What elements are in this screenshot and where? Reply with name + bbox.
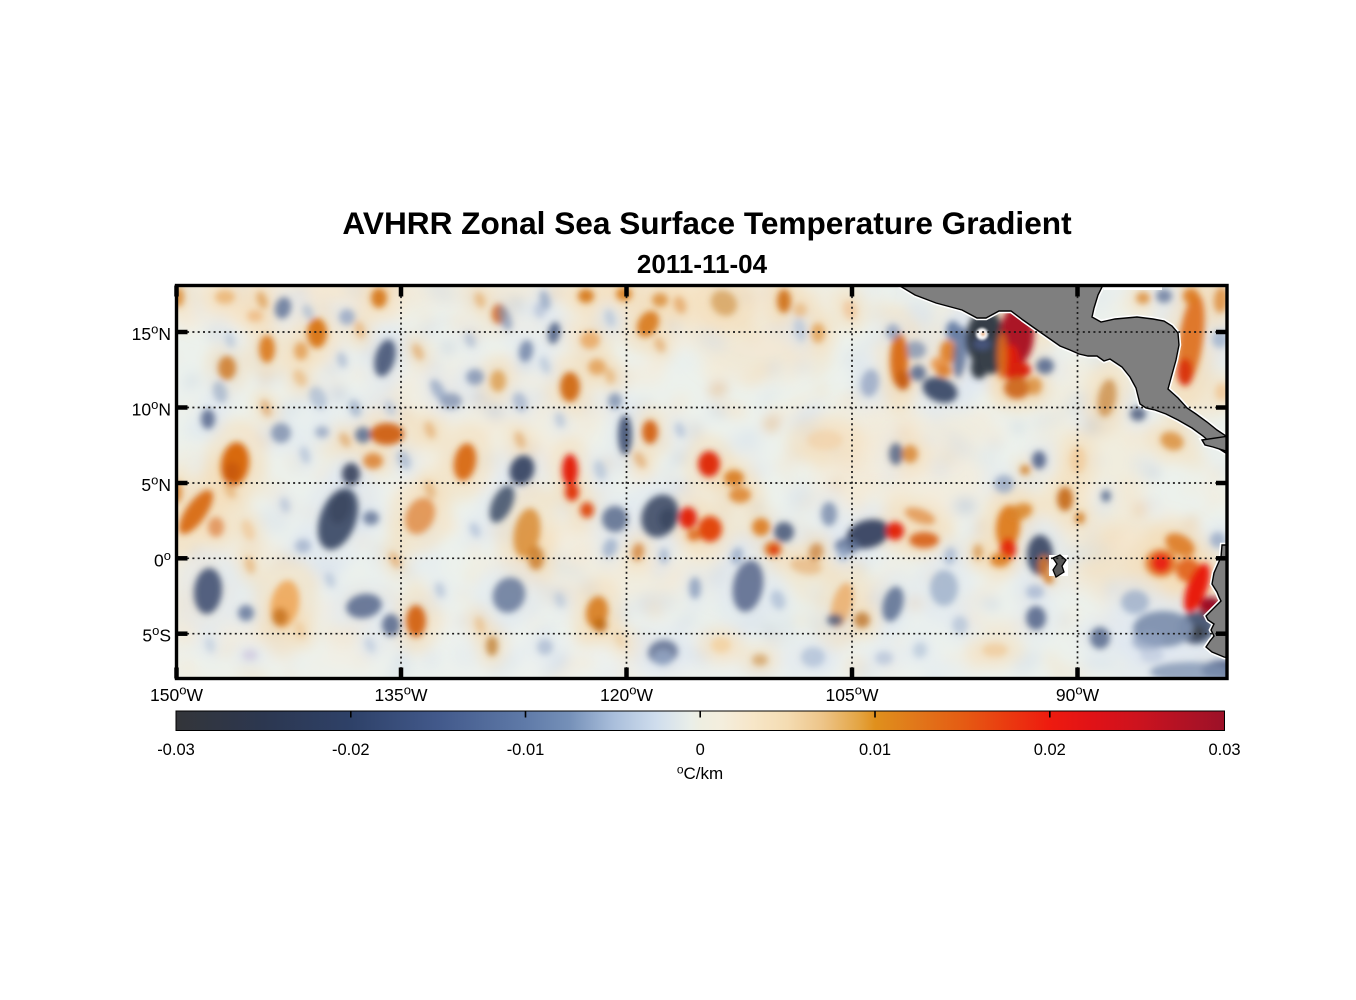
svg-text:oC/km: oC/km bbox=[677, 763, 723, 784]
svg-text:120oW: 120oW bbox=[600, 683, 653, 706]
svg-text:-0.03: -0.03 bbox=[157, 741, 195, 759]
svg-text:0.01: 0.01 bbox=[859, 741, 891, 759]
svg-text:90oW: 90oW bbox=[1056, 683, 1100, 706]
svg-text:2011-11-04: 2011-11-04 bbox=[637, 249, 768, 279]
svg-text:-0.02: -0.02 bbox=[332, 741, 370, 759]
svg-text:0.03: 0.03 bbox=[1208, 741, 1240, 759]
svg-text:5oN: 5oN bbox=[141, 473, 171, 496]
svg-text:10oN: 10oN bbox=[132, 397, 171, 420]
svg-text:15oN: 15oN bbox=[132, 322, 171, 345]
svg-text:150oW: 150oW bbox=[150, 683, 203, 706]
svg-text:105oW: 105oW bbox=[826, 683, 879, 706]
svg-text:AVHRR Zonal Sea Surface Temper: AVHRR Zonal Sea Surface Temperature Grad… bbox=[342, 205, 1072, 241]
svg-text:0.02: 0.02 bbox=[1034, 741, 1066, 759]
svg-text:5oS: 5oS bbox=[142, 623, 171, 646]
svg-text:-0.01: -0.01 bbox=[507, 741, 545, 759]
svg-text:0: 0 bbox=[696, 741, 705, 759]
svg-text:135oW: 135oW bbox=[375, 683, 428, 706]
